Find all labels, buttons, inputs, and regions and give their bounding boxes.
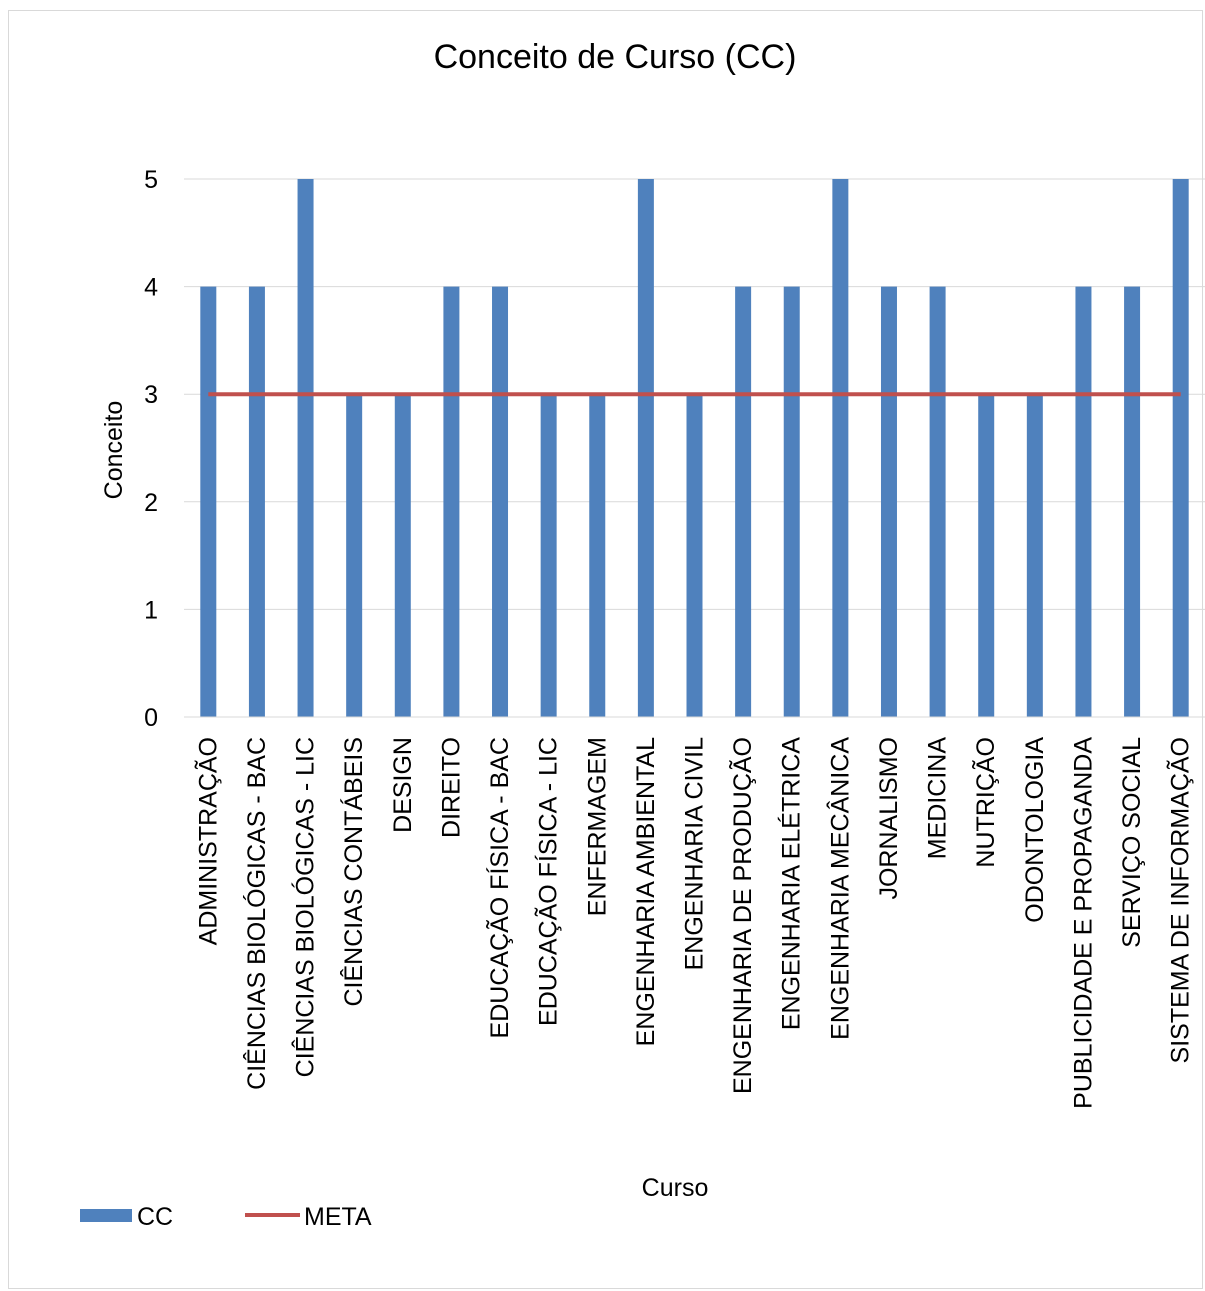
x-tick-label: JORNALISMO xyxy=(875,737,903,900)
x-tick-label: CIÊNCIAS BIOLÓGICAS - LIC xyxy=(291,737,320,1077)
y-tick-label: 4 xyxy=(144,274,158,302)
bar xyxy=(297,179,314,717)
x-tick-label: ENGENHARIA ELÉTRICA xyxy=(777,737,806,1030)
bar xyxy=(1075,286,1092,717)
y-tick-label: 0 xyxy=(144,704,158,732)
x-tick-label: DESIGN xyxy=(389,737,417,833)
bar xyxy=(880,286,897,717)
y-tick-label: 5 xyxy=(144,166,158,194)
legend-meta-label: META xyxy=(304,1203,372,1231)
bar xyxy=(1124,286,1141,717)
chart-title: Conceito de Curso (CC) xyxy=(434,38,797,76)
x-tick-label: CIÊNCIAS BIOLÓGICAS - BAC xyxy=(242,737,271,1090)
x-axis-label: Curso xyxy=(642,1174,709,1202)
legend: CC META xyxy=(80,1203,372,1231)
x-tick-label: EDUCAÇÃO FÍSICA - LIC xyxy=(534,737,563,1026)
bar xyxy=(346,394,363,717)
bar xyxy=(735,286,752,717)
x-tick-label: CIÊNCIAS CONTÁBEIS xyxy=(339,737,368,1007)
bars xyxy=(200,179,1189,717)
bar xyxy=(394,394,411,717)
x-tick-label: DIREITO xyxy=(437,737,465,838)
x-tick-label: NUTRIÇÃO xyxy=(971,737,1000,868)
x-tick-label: ODONTOLOGIA xyxy=(1021,737,1049,923)
bar xyxy=(1172,179,1189,717)
bar xyxy=(248,286,265,717)
bar xyxy=(929,286,946,717)
y-tick-label: 3 xyxy=(144,381,158,409)
legend-cc-label: CC xyxy=(137,1203,173,1231)
y-axis-ticks: 0 1 2 3 4 5 xyxy=(144,166,158,732)
x-tick-label: ADMINISTRAÇÃO xyxy=(193,737,222,945)
x-tick-label: SERVIÇO SOCIAL xyxy=(1118,737,1146,948)
y-tick-label: 2 xyxy=(144,489,158,517)
y-tick-label: 1 xyxy=(144,596,158,624)
bar xyxy=(783,286,800,717)
x-tick-label: ENGENHARIA AMBIENTAL xyxy=(632,737,660,1046)
x-tick-label: ENFERMAGEM xyxy=(583,737,611,916)
x-tick-label: ENGENHARIA MECÂNICA xyxy=(825,737,854,1040)
bar xyxy=(1026,394,1043,717)
bar xyxy=(589,394,606,717)
bar xyxy=(637,179,654,717)
legend-cc-swatch xyxy=(80,1209,132,1222)
x-tick-label: ENGENHARIA CIVIL xyxy=(681,737,709,970)
x-axis-ticks: ADMINISTRAÇÃO CIÊNCIAS BIOLÓGICAS - BAC CI… xyxy=(193,737,1194,1109)
bar xyxy=(200,286,217,717)
bar xyxy=(443,286,460,717)
bar xyxy=(492,286,509,717)
bar xyxy=(978,394,995,717)
bar xyxy=(832,179,849,717)
y-axis-label: Conceito xyxy=(100,401,128,500)
x-tick-label: PUBLICIDADE E PROPAGANDA xyxy=(1069,737,1097,1109)
x-tick-label: SISTEMA DE INFORMAÇÃO xyxy=(1166,737,1195,1063)
x-tick-label: MEDICINA xyxy=(924,737,952,860)
x-tick-label: EDUCAÇÃO FÍSICA - BAC xyxy=(485,737,514,1038)
x-tick-label: ENGENHARIA DE PRODUÇÃO xyxy=(728,737,757,1094)
bar xyxy=(540,394,557,717)
bar xyxy=(686,394,703,717)
